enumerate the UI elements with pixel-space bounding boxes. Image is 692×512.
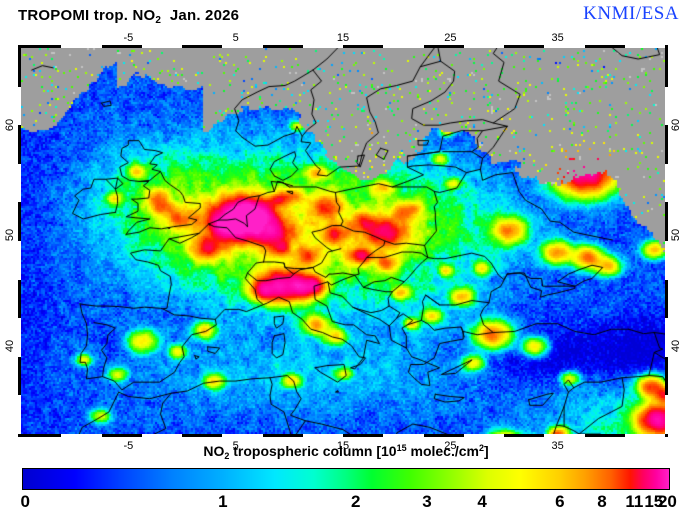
lon-tickmark [128,45,130,48]
cb-sub: 2 [224,451,230,461]
lon-tick-label-bottom-1: 5 [232,440,239,452]
frame-dash [463,45,504,48]
lon-tick-label-bottom-3: 25 [444,440,457,452]
cb-sup: 15 [396,443,407,453]
lon-tick-label-top-0: -5 [123,32,134,44]
frame-dash [665,163,668,203]
lon-tickmark [343,45,344,48]
colorbar-caption: NO2 tropospheric column [1015 molec./cm2… [0,443,692,461]
frame-dash [141,434,182,437]
frame-dash [665,395,668,434]
frame-dash [18,86,21,126]
frame-dash [61,45,102,48]
lon-tickmark [450,434,452,437]
cb-mid: tropospheric column [10 [229,443,397,459]
lon-tickmark [343,434,344,437]
frame-dash [222,45,263,48]
lon-tick-label-top-4: 35 [551,32,564,44]
agency-logo-text: KNMI/ESA [583,3,679,24]
frame-dash [383,434,424,437]
colorbar-tick-1: 1 [218,492,228,511]
colorbar-tick-6: 6 [555,492,565,511]
frame-dash [665,241,668,280]
frame-dash [544,45,585,48]
colorbar-tick-20: 20 [657,492,677,511]
colorbar-tick-2: 2 [350,492,361,511]
frame-dash [383,45,424,48]
lon-tick-label-bottom-2: 15 [336,440,350,452]
lon-tick-label-top-3: 25 [444,32,457,44]
lon-tickmark [450,45,452,48]
colorbar-tick-15: 15 [644,492,664,511]
frame-dash [665,318,668,357]
frame-dash [665,86,668,126]
frame-dash [18,241,21,280]
colorbar-tick-0: 0 [20,492,30,511]
lon-tick-label-bottom-4: 35 [551,440,564,452]
lon-tickmark [128,434,130,437]
title-subscript: 2 [155,15,162,26]
colorbar-tick-4: 4 [477,492,487,511]
frame-dash [302,434,343,437]
page-title: TROPOMI trop. NO2 Jan. 2026 [18,7,240,26]
cb-tail: molec./cm [406,443,479,459]
lon-tick-label-top-1: 5 [232,32,239,44]
lat-tick-label-right-0: 60 [670,119,683,132]
lon-tick-label-top-2: 15 [336,32,350,44]
title-species: TROPOMI trop. NO [18,7,156,24]
frame-dash [302,45,343,48]
lat-tick-label-left-0: 60 [4,119,17,132]
frame-dash [18,395,21,434]
lat-tick-label-right-1: 50 [670,229,683,242]
frame-dash [624,45,665,48]
cb-end: ] [484,443,489,459]
title-period: Jan. 2026 [169,7,240,24]
lon-tick-label-bottom-0: -5 [123,440,134,452]
frame-dash [624,434,665,437]
frame-dash [18,318,21,357]
lat-tick-label-right-2: 40 [670,339,683,352]
cb-lead: NO [203,443,225,459]
frame-dash [18,163,21,203]
colorbar[interactable] [22,468,670,490]
frame-dash [61,434,102,437]
colorbar-tick-8: 8 [597,492,607,511]
frame-dash [222,434,263,437]
lat-tick-label-left-2: 40 [4,339,17,352]
colorbar-tick-11: 11 [625,492,644,511]
lat-tick-label-left-1: 50 [4,229,17,242]
frame-dash [141,45,182,48]
frame-dash [544,434,585,437]
frame-dash [463,434,504,437]
cb-sup2: 2 [478,443,484,453]
map-frame[interactable] [18,45,668,437]
no2-heatmap-canvas[interactable] [21,48,665,434]
colorbar-tick-3: 3 [422,492,432,511]
